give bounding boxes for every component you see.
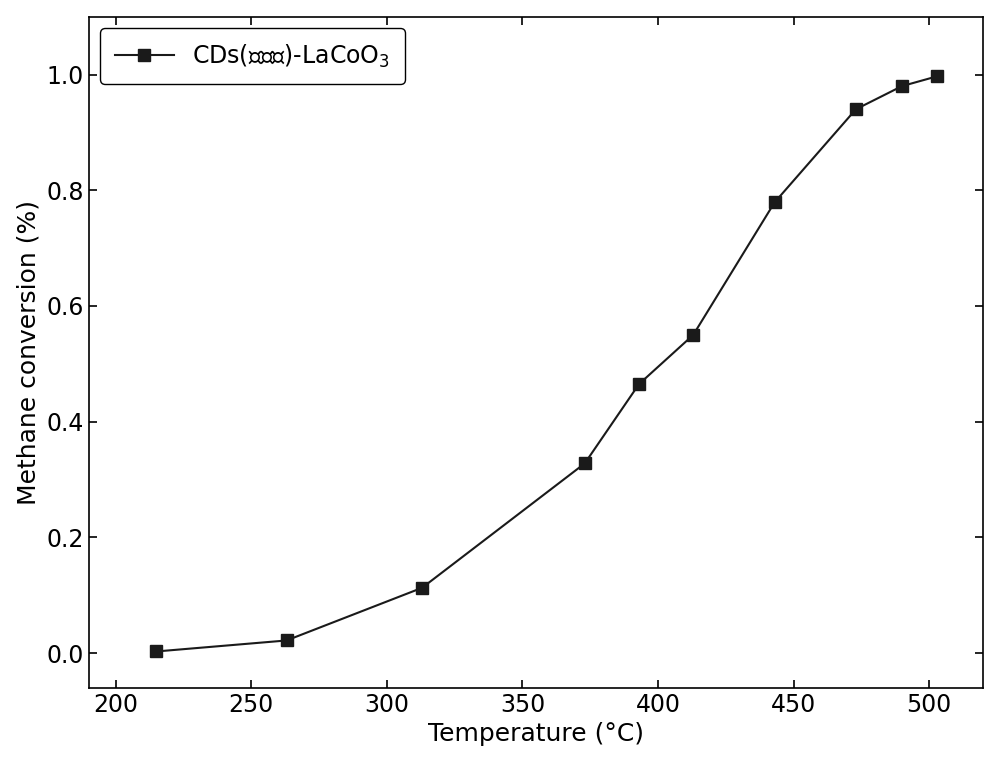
CDs(丙三醇)-LaCoO$_3$: [150, 647, 162, 656]
CDs(丙三醇)-LaCoO$_3$: [769, 198, 781, 207]
Legend: CDs(丙三醇)-LaCoO$_3$: CDs(丙三醇)-LaCoO$_3$: [100, 28, 405, 84]
CDs(丙三醇)-LaCoO$_3$: [931, 72, 943, 81]
Y-axis label: Methane conversion (%): Methane conversion (%): [17, 200, 41, 505]
CDs(丙三醇)-LaCoO$_3$: [896, 82, 908, 91]
CDs(丙三醇)-LaCoO$_3$: [416, 583, 428, 592]
CDs(丙三醇)-LaCoO$_3$: [579, 459, 591, 468]
Line: CDs(丙三醇)-LaCoO$_3$: CDs(丙三醇)-LaCoO$_3$: [150, 70, 943, 658]
X-axis label: Temperature (°C): Temperature (°C): [428, 723, 644, 746]
CDs(丙三醇)-LaCoO$_3$: [687, 330, 699, 340]
CDs(丙三醇)-LaCoO$_3$: [850, 105, 862, 114]
CDs(丙三醇)-LaCoO$_3$: [281, 636, 293, 645]
CDs(丙三醇)-LaCoO$_3$: [633, 379, 645, 388]
